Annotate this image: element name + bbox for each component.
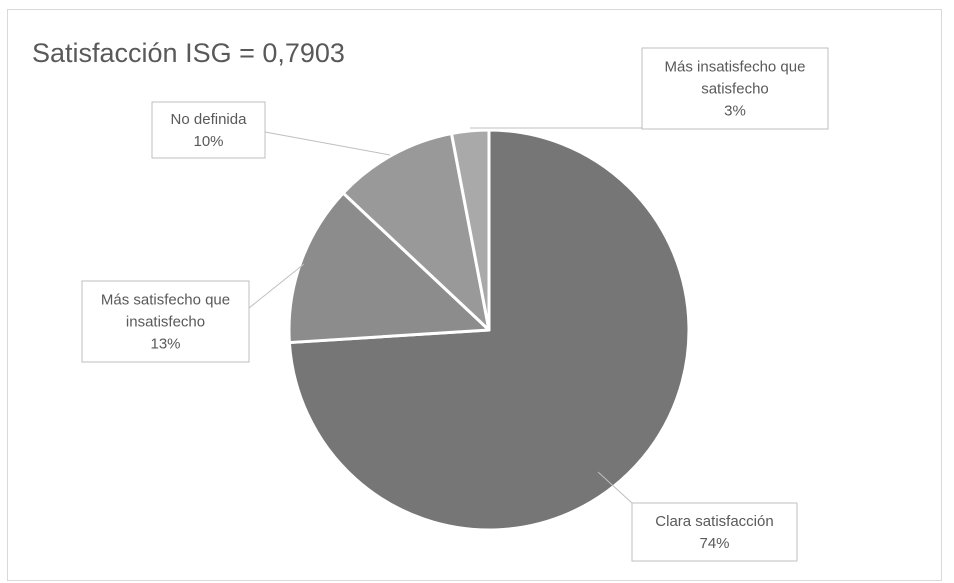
- label-value: 10%: [193, 133, 223, 150]
- label-category: insatisfecho: [126, 314, 205, 331]
- leader-line: [248, 263, 305, 309]
- chart-title: Satisfacción ISG = 0,7903: [32, 38, 345, 68]
- data-label-3: No definida 10%: [151, 101, 391, 159]
- pie-slice-2: [287, 191, 491, 345]
- data-label-1: Clara satisfacción 74%: [597, 471, 798, 562]
- label-value: 74%: [699, 535, 729, 552]
- data-label-2: Más satisfecho que insatisfecho 13%: [81, 263, 305, 363]
- data-label-4: Más insatisfecho que satisfecho 3%: [470, 47, 829, 130]
- label-category: Más satisfecho que: [101, 292, 230, 309]
- leader-line: [597, 471, 633, 504]
- pie-slice-4: [450, 128, 491, 332]
- label-category: Clara satisfacción: [655, 513, 773, 530]
- label-box: [81, 280, 250, 363]
- label-value: 13%: [150, 336, 180, 353]
- label-value: 3%: [724, 103, 746, 120]
- label-box: [631, 502, 798, 562]
- label-category: Más insatisfecho que: [665, 59, 806, 76]
- label-box: [641, 47, 829, 130]
- label-category: satisfecho: [701, 81, 769, 98]
- leader-line: [264, 131, 391, 156]
- label-category: No definida: [171, 111, 248, 128]
- pie-slice-3: [341, 132, 491, 332]
- label-box: [151, 101, 266, 159]
